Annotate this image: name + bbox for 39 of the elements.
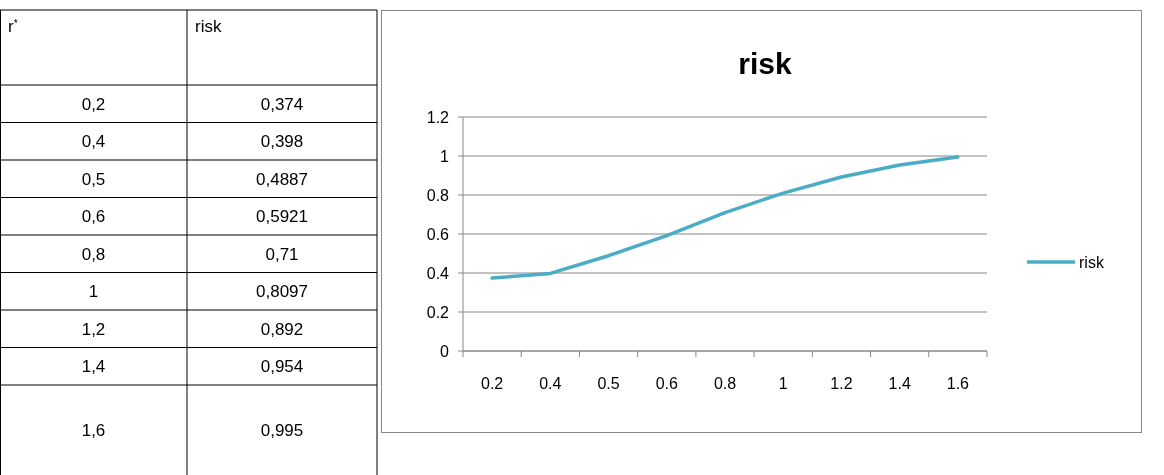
x-tick-label: 1 xyxy=(778,375,788,392)
y-tick-label: 0 xyxy=(440,343,450,360)
x-tick-label: 0.2 xyxy=(480,375,504,392)
text: r$^{*}$ xyxy=(8,17,18,36)
text: 0,71 xyxy=(265,244,299,264)
x-tick-label: 1.6 xyxy=(946,375,970,392)
text: 0,398 xyxy=(260,132,304,152)
y-tick-label: 1.2 xyxy=(426,109,450,126)
line-series xyxy=(490,155,960,280)
text: 1 xyxy=(88,282,99,302)
chart-title: risk xyxy=(738,47,792,80)
text: 0,8 xyxy=(81,244,106,264)
text: 0,4 xyxy=(81,132,106,152)
text: 1,4 xyxy=(81,357,106,377)
x-tick-label: 0.8 xyxy=(713,375,737,392)
text: 1,6 xyxy=(81,421,106,440)
x-tick-label: 1.4 xyxy=(888,375,911,392)
x-tick-label: 0.5 xyxy=(597,375,620,392)
text: 0,5 xyxy=(81,169,106,189)
text: 0,2 xyxy=(81,94,106,114)
text: 0,892 xyxy=(260,319,304,339)
x-tick-label: 0.4 xyxy=(539,375,562,392)
y-tick-label: 0.4 xyxy=(426,265,450,282)
y-tick-label: 0.2 xyxy=(426,304,450,321)
legend-label: risk xyxy=(1079,254,1105,271)
y-tick-label: 0.8 xyxy=(426,187,450,204)
text: 0,4887 xyxy=(256,169,308,189)
text: 0,954 xyxy=(260,357,304,377)
y-tick-label: 1 xyxy=(440,148,450,165)
text: 0,5921 xyxy=(256,207,308,227)
text: 0,8097 xyxy=(256,282,308,302)
text: 1,2 xyxy=(81,319,106,339)
y-tick-label: 0.6 xyxy=(426,226,450,243)
text: 0,995 xyxy=(260,421,304,440)
text: 0,6 xyxy=(81,207,106,227)
text: 0,374 xyxy=(260,94,304,114)
x-tick-label: 1.2 xyxy=(830,375,853,392)
x-tick-label: 0.6 xyxy=(655,375,678,392)
text: risk xyxy=(195,17,222,36)
